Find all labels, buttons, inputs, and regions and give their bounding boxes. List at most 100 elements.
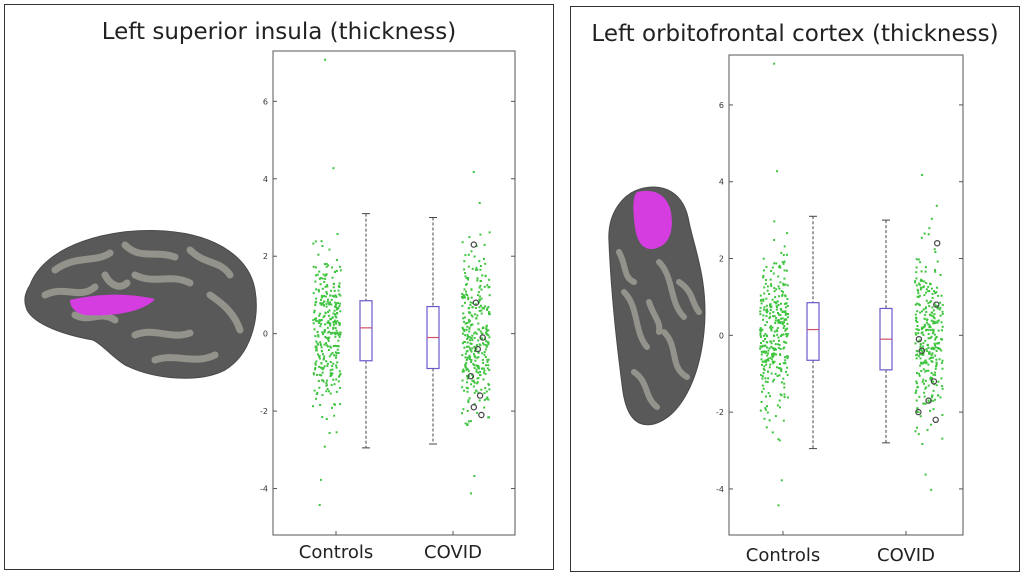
data-point bbox=[329, 392, 332, 395]
data-point bbox=[786, 322, 789, 325]
data-point bbox=[469, 420, 472, 423]
data-point bbox=[317, 253, 320, 256]
data-point bbox=[775, 308, 778, 311]
data-point bbox=[335, 364, 338, 367]
data-point bbox=[479, 265, 482, 267]
data-point bbox=[468, 420, 470, 423]
data-point bbox=[329, 345, 332, 348]
data-point bbox=[914, 342, 917, 345]
data-point bbox=[923, 285, 925, 288]
data-point bbox=[331, 276, 334, 279]
data-point bbox=[924, 313, 927, 316]
data-point-outlier bbox=[924, 473, 927, 476]
data-point bbox=[776, 375, 779, 377]
data-point bbox=[471, 267, 474, 270]
data-point bbox=[920, 361, 922, 364]
data-point bbox=[769, 363, 772, 366]
data-point bbox=[483, 369, 486, 372]
data-point bbox=[466, 376, 469, 379]
data-point bbox=[772, 354, 775, 357]
data-point bbox=[915, 277, 918, 280]
data-point bbox=[784, 362, 787, 364]
data-point bbox=[764, 408, 767, 411]
data-point bbox=[929, 301, 932, 304]
data-point bbox=[488, 416, 491, 419]
data-point bbox=[775, 302, 778, 305]
data-point bbox=[325, 384, 328, 387]
data-point bbox=[917, 411, 920, 414]
data-point bbox=[483, 351, 486, 353]
data-point bbox=[919, 346, 922, 348]
data-point bbox=[917, 282, 920, 285]
data-point bbox=[785, 306, 787, 309]
data-point bbox=[784, 341, 787, 344]
data-point bbox=[471, 379, 474, 382]
data-point bbox=[933, 342, 936, 345]
data-point bbox=[331, 368, 334, 371]
data-point bbox=[772, 311, 775, 314]
data-point bbox=[929, 377, 932, 380]
data-point bbox=[321, 416, 324, 418]
data-point bbox=[937, 380, 940, 383]
data-point bbox=[929, 326, 932, 329]
data-point bbox=[466, 350, 469, 353]
data-point bbox=[474, 356, 477, 359]
data-point bbox=[769, 395, 771, 398]
data-point bbox=[483, 257, 485, 260]
data-point bbox=[321, 353, 324, 356]
data-point bbox=[481, 358, 484, 361]
data-point bbox=[779, 348, 782, 350]
data-point bbox=[315, 360, 318, 363]
category-label-covid: COVID bbox=[877, 545, 935, 566]
data-point bbox=[327, 390, 330, 393]
data-point bbox=[488, 369, 491, 371]
data-point bbox=[322, 367, 325, 370]
data-point bbox=[465, 367, 468, 370]
data-point bbox=[329, 324, 332, 327]
data-point bbox=[929, 282, 931, 285]
data-point bbox=[326, 284, 329, 287]
data-point bbox=[330, 331, 333, 334]
data-point bbox=[315, 297, 318, 300]
data-point bbox=[480, 312, 483, 315]
data-point bbox=[333, 270, 336, 273]
data-point bbox=[781, 323, 784, 326]
data-point bbox=[320, 302, 323, 305]
data-point bbox=[937, 319, 940, 322]
highlighted-point bbox=[933, 301, 940, 308]
data-point bbox=[330, 289, 332, 292]
data-point bbox=[466, 387, 469, 390]
data-point bbox=[914, 430, 917, 433]
data-point bbox=[338, 374, 341, 377]
data-point bbox=[927, 363, 930, 366]
data-point bbox=[941, 329, 943, 332]
data-point bbox=[316, 342, 319, 345]
data-point bbox=[920, 270, 923, 273]
data-point bbox=[765, 297, 768, 300]
data-point bbox=[487, 398, 490, 401]
data-point-outlier bbox=[776, 170, 778, 173]
data-point bbox=[481, 327, 484, 330]
data-point bbox=[764, 377, 767, 380]
data-point bbox=[927, 346, 930, 349]
data-point bbox=[766, 285, 769, 288]
data-point bbox=[338, 305, 341, 307]
data-point bbox=[923, 294, 926, 297]
data-point bbox=[778, 264, 781, 267]
data-point bbox=[338, 282, 341, 285]
data-point bbox=[783, 382, 786, 385]
data-point bbox=[324, 323, 327, 326]
brain-lateral-view-image bbox=[24, 229, 257, 379]
data-point bbox=[773, 360, 776, 363]
data-point bbox=[331, 365, 334, 368]
data-point bbox=[314, 240, 317, 243]
data-point bbox=[767, 392, 770, 395]
data-point bbox=[770, 283, 772, 286]
data-point bbox=[485, 340, 488, 343]
data-point bbox=[331, 352, 334, 355]
data-point bbox=[779, 393, 782, 396]
data-point bbox=[935, 363, 938, 366]
data-point bbox=[916, 321, 919, 323]
data-point bbox=[914, 332, 917, 335]
data-point bbox=[938, 308, 941, 311]
